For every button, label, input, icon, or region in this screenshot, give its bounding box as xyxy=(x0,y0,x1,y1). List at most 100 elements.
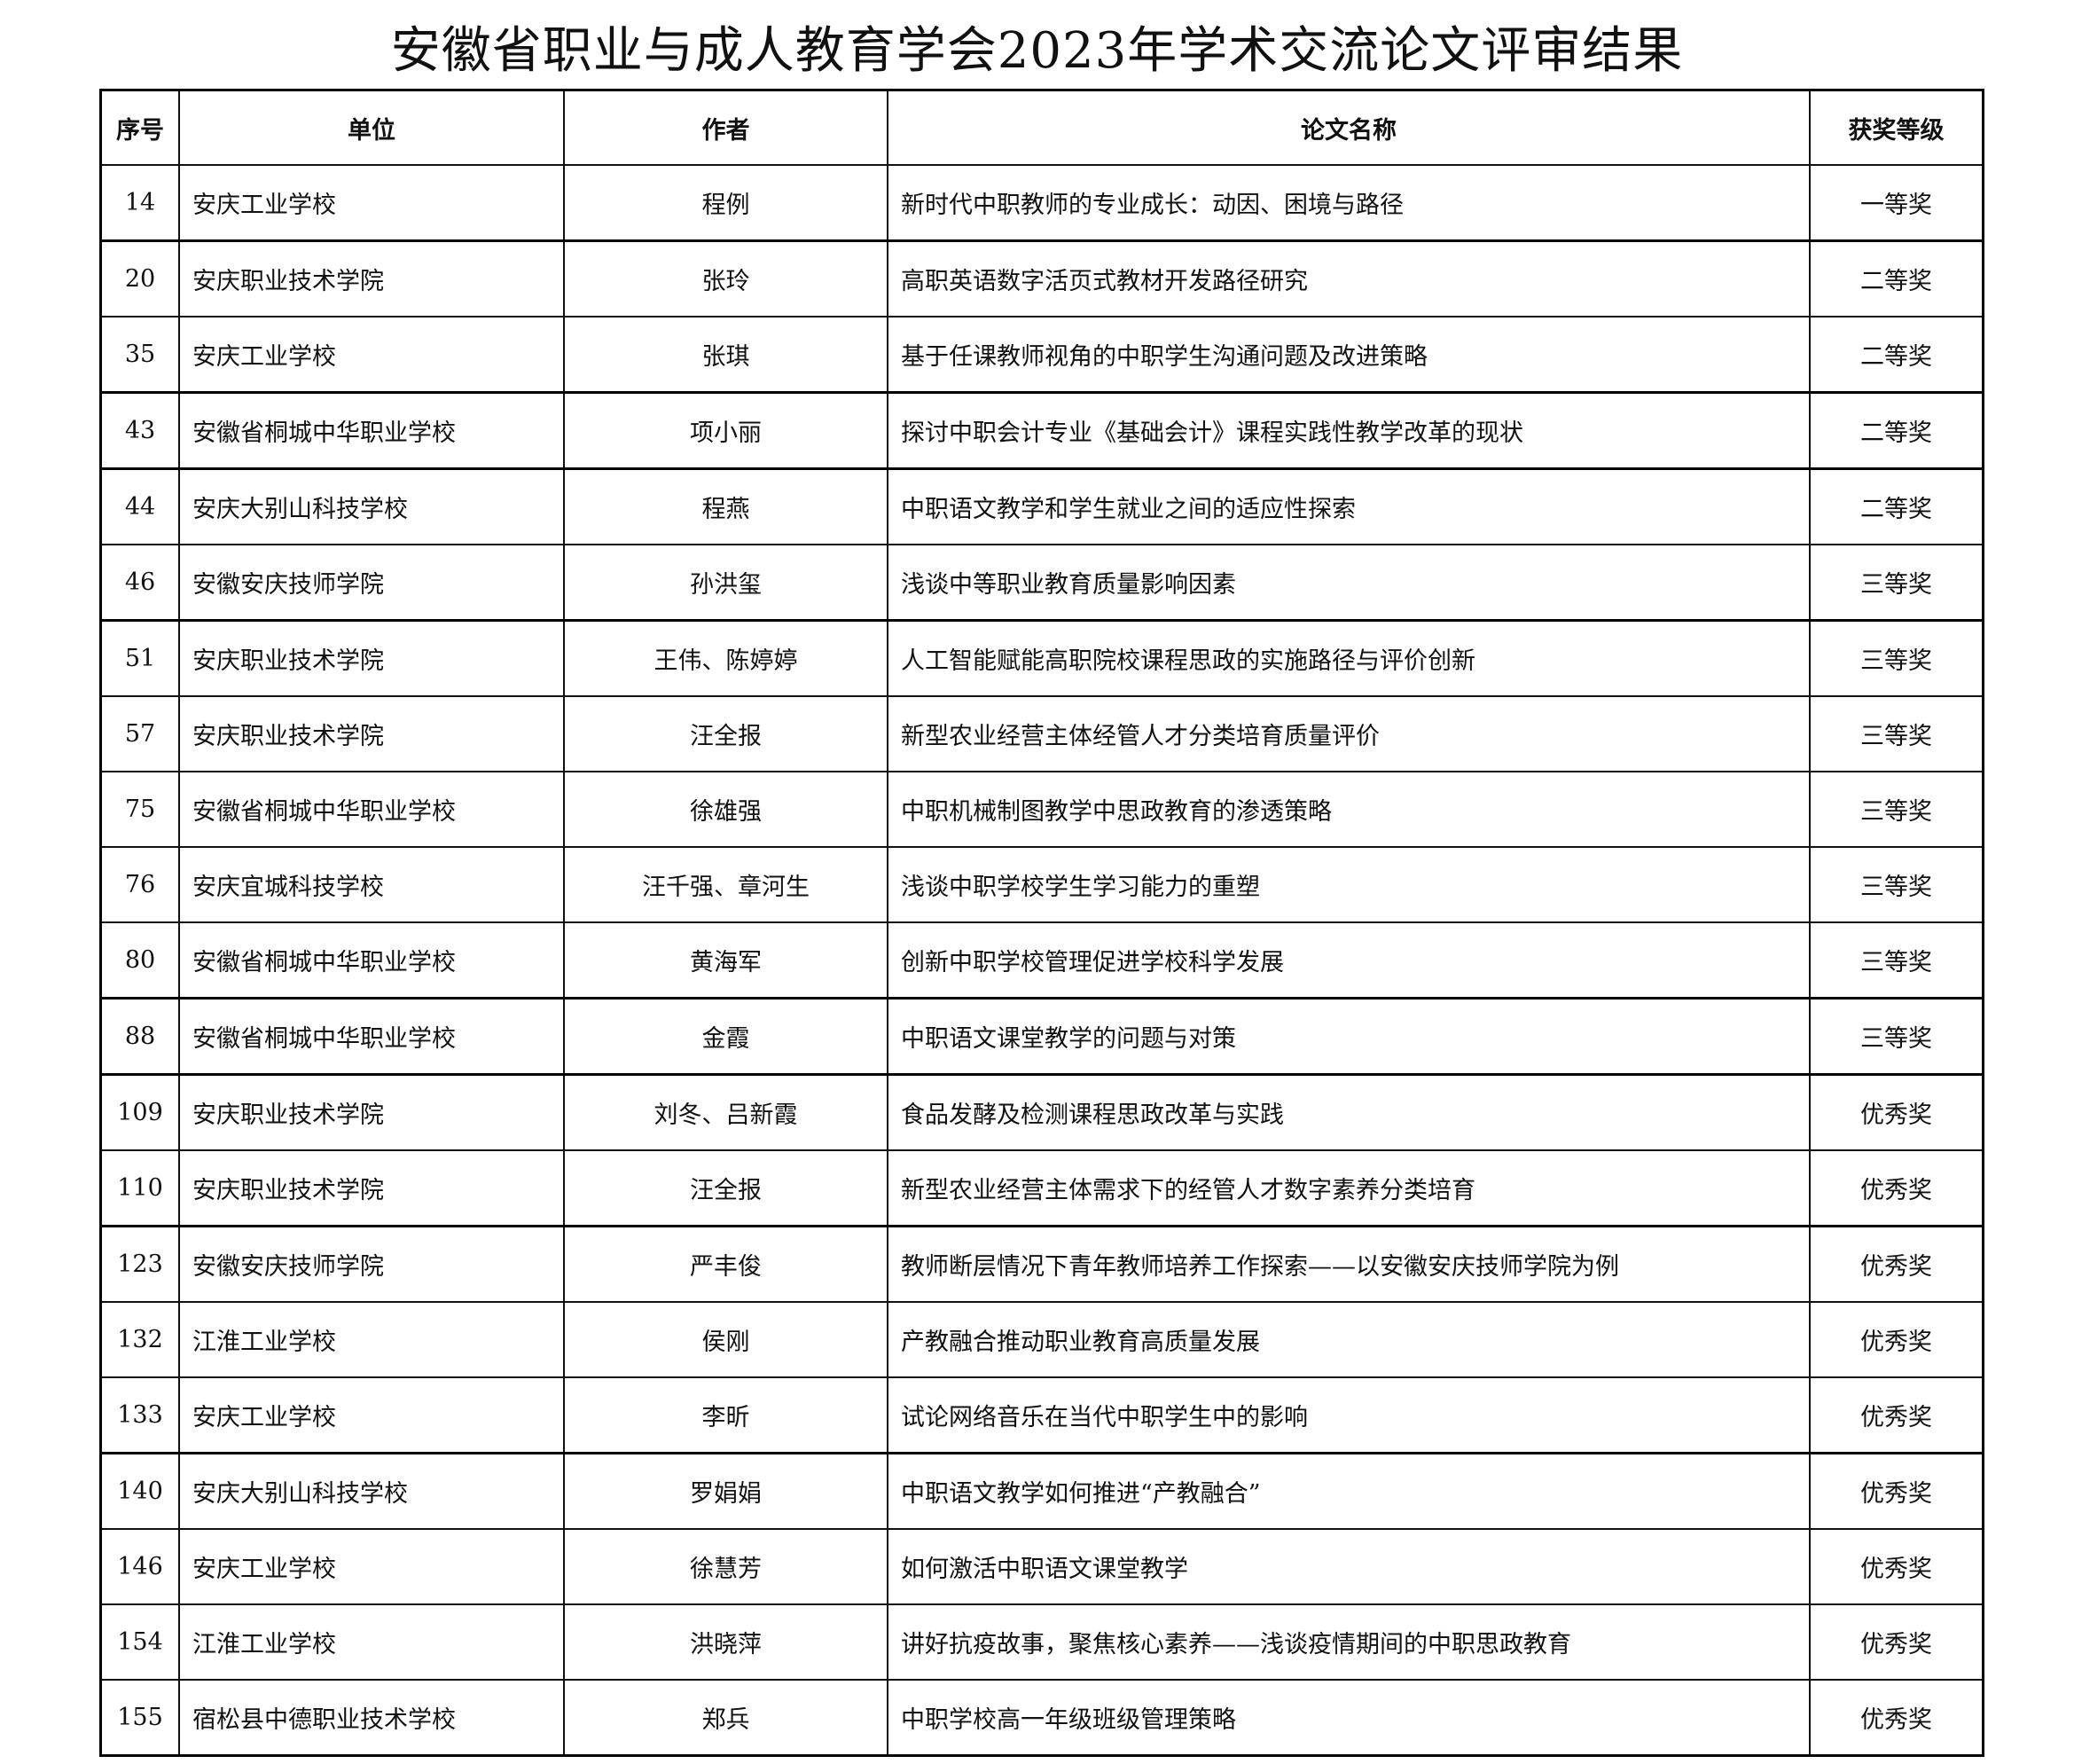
table-row: 20 安庆职业技术学院 张玲 高职英语数字活页式教材开发路径研究 二等奖 xyxy=(99,239,1984,318)
cell-author: 孙洪玺 xyxy=(563,544,888,622)
table-row: 51 安庆职业技术学院 王伟、陈婷婷 人工智能赋能高职院校课程思政的实施路径与评价创新… xyxy=(99,619,1984,697)
cell-index: 57 xyxy=(99,695,180,772)
cell-paper-title: 创新中职学校管理促进学校科学发展 xyxy=(887,921,1811,1000)
cell-award: 优秀奖 xyxy=(1809,1149,1984,1227)
cell-index: 110 xyxy=(99,1149,180,1227)
cell-index: 44 xyxy=(99,467,180,545)
cell-author: 汪千强、章河生 xyxy=(563,846,888,923)
cell-author: 严丰俊 xyxy=(563,1225,888,1303)
cell-paper-title: 浅谈中等职业教育质量影响因素 xyxy=(887,544,1811,622)
cell-author: 侯刚 xyxy=(563,1301,888,1378)
cell-award: 优秀奖 xyxy=(1809,1301,1984,1378)
cell-paper-title: 中职机械制图教学中思政教育的渗透策略 xyxy=(887,771,1811,848)
cell-index: 140 xyxy=(99,1452,180,1530)
cell-index: 51 xyxy=(99,619,180,697)
cell-award: 三等奖 xyxy=(1809,544,1984,622)
table-row: 123 安徽安庆技师学院 严丰俊 教师断层情况下青年教师培养工作探索——以安徽安庆技师… xyxy=(99,1225,1984,1303)
cell-index: 80 xyxy=(99,921,180,1000)
cell-paper-title: 讲好抗疫故事，聚焦核心素养——浅谈疫情期间的中职思政教育 xyxy=(887,1603,1811,1681)
cell-index: 14 xyxy=(99,164,180,242)
cell-author: 徐雄强 xyxy=(563,771,888,848)
cell-paper-title: 新型农业经营主体经管人才分类培育质量评价 xyxy=(887,695,1811,772)
cell-unit: 安庆职业技术学院 xyxy=(178,619,565,697)
table-row: 133 安庆工业学校 李昕 试论网络音乐在当代中职学生中的影响 优秀奖 xyxy=(99,1376,1984,1454)
cell-unit: 安庆职业技术学院 xyxy=(178,695,565,772)
cell-award: 二等奖 xyxy=(1809,316,1984,394)
cell-paper-title: 试论网络音乐在当代中职学生中的影响 xyxy=(887,1376,1811,1454)
cell-author: 汪全报 xyxy=(563,695,888,772)
cell-author: 程燕 xyxy=(563,467,888,545)
cell-unit: 安庆职业技术学院 xyxy=(178,1149,565,1227)
cell-unit: 安徽安庆技师学院 xyxy=(178,544,565,622)
results-table: 序号 单位 作者 论文名称 获奖等级 14 安庆工业学校 程例 新时代中职教师的专业成… xyxy=(99,89,1984,1757)
cell-paper-title: 新型农业经营主体需求下的经管人才数字素养分类培育 xyxy=(887,1149,1811,1227)
cell-award: 优秀奖 xyxy=(1809,1225,1984,1303)
cell-award: 三等奖 xyxy=(1809,619,1984,697)
page-title: 安徽省职业与成人教育学会2023年学术交流论文评审结果 xyxy=(390,22,1684,80)
header-paper-title: 论文名称 xyxy=(887,89,1811,166)
cell-unit: 安庆大别山科技学校 xyxy=(178,1452,565,1530)
cell-award: 二等奖 xyxy=(1809,239,1984,318)
table-row: 132 江淮工业学校 侯刚 产教融合推动职业教育高质量发展 优秀奖 xyxy=(99,1301,1984,1378)
cell-author: 刘冬、吕新霞 xyxy=(563,1073,888,1151)
cell-index: 76 xyxy=(99,846,180,923)
table-row: 57 安庆职业技术学院 汪全报 新型农业经营主体经管人才分类培育质量评价 三等奖 xyxy=(99,695,1984,772)
table-row: 75 安徽省桐城中华职业学校 徐雄强 中职机械制图教学中思政教育的渗透策略 三等奖 xyxy=(99,771,1984,848)
cell-unit: 安徽安庆技师学院 xyxy=(178,1225,565,1303)
cell-author: 郑兵 xyxy=(563,1679,888,1757)
cell-index: 123 xyxy=(99,1225,180,1303)
table-row: 88 安徽省桐城中华职业学校 金霞 中职语文课堂教学的问题与对策 三等奖 xyxy=(99,997,1984,1076)
cell-unit: 宿松县中德职业技术学校 xyxy=(178,1679,565,1757)
table-header-row: 序号 单位 作者 论文名称 获奖等级 xyxy=(99,89,1984,166)
table-row: 43 安徽省桐城中华职业学校 项小丽 探讨中职会计专业《基础会计》课程实践性教学改革的… xyxy=(99,391,1984,470)
cell-unit: 安庆大别山科技学校 xyxy=(178,467,565,545)
table-row: 110 安庆职业技术学院 汪全报 新型农业经营主体需求下的经管人才数字素养分类培育 优秀… xyxy=(99,1149,1984,1227)
cell-unit: 安庆职业技术学院 xyxy=(178,239,565,318)
cell-index: 154 xyxy=(99,1603,180,1681)
cell-index: 43 xyxy=(99,391,180,470)
cell-index: 88 xyxy=(99,997,180,1076)
header-unit: 单位 xyxy=(178,89,565,166)
cell-paper-title: 中职语文课堂教学的问题与对策 xyxy=(887,997,1811,1076)
cell-author: 张琪 xyxy=(563,316,888,394)
cell-unit: 安庆工业学校 xyxy=(178,1376,565,1454)
cell-award: 三等奖 xyxy=(1809,771,1984,848)
cell-unit: 安庆职业技术学院 xyxy=(178,1073,565,1151)
cell-author: 金霞 xyxy=(563,997,888,1076)
cell-author: 王伟、陈婷婷 xyxy=(563,619,888,697)
cell-award: 三等奖 xyxy=(1809,921,1984,1000)
table-row: 14 安庆工业学校 程例 新时代中职教师的专业成长：动因、困境与路径 一等奖 xyxy=(99,164,1984,242)
cell-award: 优秀奖 xyxy=(1809,1073,1984,1151)
table-row: 146 安庆工业学校 徐慧芳 如何激活中职语文课堂教学 优秀奖 xyxy=(99,1528,1984,1605)
cell-author: 张玲 xyxy=(563,239,888,318)
cell-award: 优秀奖 xyxy=(1809,1376,1984,1454)
cell-paper-title: 食品发酵及检测课程思政改革与实践 xyxy=(887,1073,1811,1151)
cell-unit: 江淮工业学校 xyxy=(178,1301,565,1378)
cell-author: 程例 xyxy=(563,164,888,242)
cell-paper-title: 人工智能赋能高职院校课程思政的实施路径与评价创新 xyxy=(887,619,1811,697)
cell-award: 二等奖 xyxy=(1809,391,1984,470)
cell-unit: 安庆工业学校 xyxy=(178,1528,565,1605)
cell-unit: 安庆工业学校 xyxy=(178,316,565,394)
cell-index: 133 xyxy=(99,1376,180,1454)
cell-award: 一等奖 xyxy=(1809,164,1984,242)
cell-author: 洪晓萍 xyxy=(563,1603,888,1681)
cell-paper-title: 高职英语数字活页式教材开发路径研究 xyxy=(887,239,1811,318)
cell-index: 35 xyxy=(99,316,180,394)
cell-paper-title: 如何激活中职语文课堂教学 xyxy=(887,1528,1811,1605)
cell-paper-title: 产教融合推动职业教育高质量发展 xyxy=(887,1301,1811,1378)
cell-unit: 安徽省桐城中华职业学校 xyxy=(178,771,565,848)
cell-unit: 安徽省桐城中华职业学校 xyxy=(178,391,565,470)
table-row: 46 安徽安庆技师学院 孙洪玺 浅谈中等职业教育质量影响因素 三等奖 xyxy=(99,544,1984,622)
cell-award: 优秀奖 xyxy=(1809,1679,1984,1757)
cell-unit: 安徽省桐城中华职业学校 xyxy=(178,921,565,1000)
table-row: 44 安庆大别山科技学校 程燕 中职语文教学和学生就业之间的适应性探索 二等奖 xyxy=(99,467,1984,545)
table-row: 155 宿松县中德职业技术学校 郑兵 中职学校高一年级班级管理策略 优秀奖 xyxy=(99,1679,1984,1757)
cell-award: 三等奖 xyxy=(1809,695,1984,772)
cell-paper-title: 中职语文教学和学生就业之间的适应性探索 xyxy=(887,467,1811,545)
cell-award: 三等奖 xyxy=(1809,846,1984,923)
table-row: 154 江淮工业学校 洪晓萍 讲好抗疫故事，聚焦核心素养——浅谈疫情期间的中职思政教育… xyxy=(99,1603,1984,1681)
cell-paper-title: 浅谈中职学校学生学习能力的重塑 xyxy=(887,846,1811,923)
cell-index: 155 xyxy=(99,1679,180,1757)
table-row: 140 安庆大别山科技学校 罗娟娟 中职语文教学如何推进“产教融合” 优秀奖 xyxy=(99,1452,1984,1530)
